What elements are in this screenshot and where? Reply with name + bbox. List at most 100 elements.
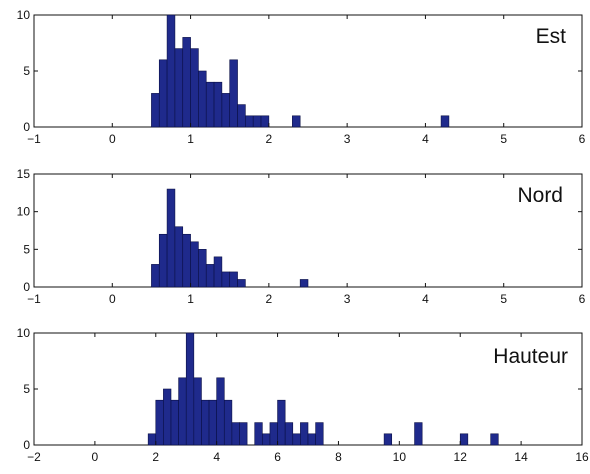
axes-box <box>33 173 583 288</box>
x-tick-label: 2 <box>266 132 273 146</box>
histogram-bar <box>284 422 294 446</box>
histogram-bar <box>198 249 207 288</box>
x-tick-label: 0 <box>92 450 99 464</box>
histogram-bar <box>178 377 187 446</box>
y-tick-label: 5 <box>23 242 30 256</box>
x-tick-label: 3 <box>344 292 351 306</box>
panel-title: Nord <box>517 184 563 207</box>
y-tick-label: 0 <box>23 438 30 452</box>
x-tick-label: 5 <box>500 132 507 146</box>
histogram-bar <box>193 377 202 446</box>
x-tick-label: 0 <box>109 132 116 146</box>
x-tick-label: 1 <box>187 132 194 146</box>
histogram-bar <box>205 81 215 128</box>
histogram-bar <box>237 279 246 288</box>
histogram-bar <box>198 70 207 128</box>
panel-title: Est <box>536 25 567 48</box>
x-tick-label: 5 <box>500 292 507 306</box>
histogram-bar <box>245 115 254 128</box>
histogram-bar <box>292 433 301 446</box>
x-tick-label: −2 <box>27 450 41 464</box>
histogram-bar <box>182 233 191 288</box>
histogram-bar <box>190 48 199 128</box>
histogram-bar <box>229 59 238 128</box>
x-tick-label: 4 <box>213 450 220 464</box>
x-tick-label: 6 <box>579 292 586 306</box>
histogram-bar <box>239 422 248 446</box>
histogram-bar <box>383 433 393 446</box>
axes-box <box>33 14 583 128</box>
histogram-bar <box>151 264 160 288</box>
histogram-bar <box>170 399 179 446</box>
histogram-bar <box>155 399 164 446</box>
histogram-bar <box>185 332 195 446</box>
x-tick-label: 6 <box>274 450 281 464</box>
histogram-bar <box>213 256 223 288</box>
y-tick-label: 0 <box>23 120 30 134</box>
histogram-bar <box>147 433 157 446</box>
panel-title: Hauteur <box>493 345 568 368</box>
histogram-bar <box>163 388 172 446</box>
histogram-bar <box>254 422 263 446</box>
histogram-bar <box>216 377 225 446</box>
histogram-bar <box>151 93 160 128</box>
histogram-bar <box>490 433 499 446</box>
x-tick-label: 10 <box>393 450 407 464</box>
x-tick-label: 4 <box>422 132 429 146</box>
y-tick-label: 10 <box>17 326 31 340</box>
histogram-bar <box>260 115 270 128</box>
y-tick-label: 15 <box>17 167 31 181</box>
histogram-bar <box>299 279 309 288</box>
x-tick-label: 16 <box>575 450 589 464</box>
histogram-bar <box>205 264 215 288</box>
x-tick-label: 0 <box>109 292 116 306</box>
histogram-bar <box>166 14 176 128</box>
x-tick-label: 3 <box>344 132 351 146</box>
x-tick-label: 2 <box>266 292 273 306</box>
x-tick-label: −1 <box>27 292 41 306</box>
histogram-bar <box>459 433 469 446</box>
x-tick-label: 6 <box>579 132 586 146</box>
histogram-bar <box>414 422 423 446</box>
x-tick-label: 12 <box>454 450 468 464</box>
histogram-bar <box>269 422 278 446</box>
histogram-bar <box>262 433 271 446</box>
histogram-bar <box>231 422 240 446</box>
histogram-bar <box>221 271 231 288</box>
histogram-bar <box>237 104 246 128</box>
x-tick-label: 14 <box>514 450 528 464</box>
x-tick-label: 8 <box>335 450 342 464</box>
histogram-bar <box>300 422 309 446</box>
y-tick-label: 10 <box>17 205 31 219</box>
histogram-bar <box>208 399 217 446</box>
histogram-bar <box>201 399 210 446</box>
y-tick-label: 5 <box>23 382 30 396</box>
histogram-bar <box>182 37 191 128</box>
x-tick-label: −1 <box>27 132 41 146</box>
histogram-bar <box>166 188 176 288</box>
histogram-bar <box>223 399 233 446</box>
y-tick-label: 10 <box>17 8 31 22</box>
y-tick-label: 5 <box>23 64 30 78</box>
x-tick-label: 1 <box>187 292 194 306</box>
histogram-bar <box>440 115 450 128</box>
histogram-bar <box>174 226 184 288</box>
histogram-bar <box>174 48 184 128</box>
histogram-bar <box>229 271 238 288</box>
histogram-bar <box>221 93 231 128</box>
histogram-bar <box>252 115 262 128</box>
histogram-bar <box>292 115 301 128</box>
histogram-bar <box>277 399 286 446</box>
histogram-bar <box>158 233 168 288</box>
histogram-bar <box>213 81 223 128</box>
y-tick-label: 0 <box>23 280 30 294</box>
histogram-bar <box>307 433 316 446</box>
histogram-bar <box>158 59 168 128</box>
histogram-bar <box>190 241 199 288</box>
x-tick-label: 4 <box>422 292 429 306</box>
